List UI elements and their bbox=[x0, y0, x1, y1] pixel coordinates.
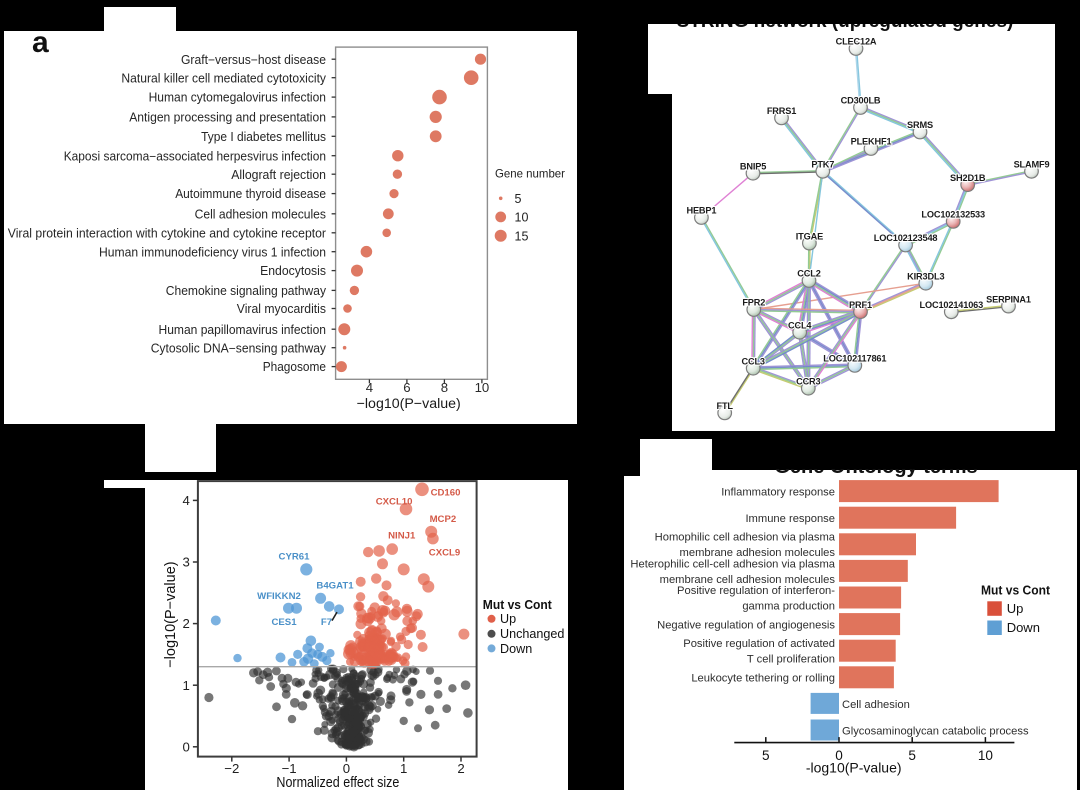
svg-text:HEBP1: HEBP1 bbox=[686, 206, 716, 216]
svg-text:CCL3: CCL3 bbox=[741, 356, 764, 366]
svg-text:2: 2 bbox=[183, 616, 190, 631]
svg-text:Heterophilic cell-cell adhesio: Heterophilic cell-cell adhesion via plas… bbox=[630, 558, 835, 570]
svg-text:4: 4 bbox=[366, 380, 373, 395]
svg-text:Positive regulation of activat: Positive regulation of activated bbox=[683, 638, 835, 650]
svg-text:10: 10 bbox=[475, 380, 490, 395]
svg-text:6: 6 bbox=[403, 380, 410, 395]
svg-text:Viral myocarditis: Viral myocarditis bbox=[237, 302, 326, 316]
svg-text:LOC102123548: LOC102123548 bbox=[874, 233, 938, 243]
svg-text:CCR3: CCR3 bbox=[796, 376, 820, 386]
svg-text:Cell adhesion molecules: Cell adhesion molecules bbox=[195, 207, 326, 221]
svg-text:Human cytomegalovirus infectio: Human cytomegalovirus infection bbox=[149, 91, 326, 105]
svg-text:FPR2: FPR2 bbox=[742, 298, 765, 308]
svg-text:LOC102117861: LOC102117861 bbox=[823, 354, 886, 364]
svg-text:FTL: FTL bbox=[717, 401, 734, 411]
svg-text:Endocytosis: Endocytosis bbox=[260, 264, 326, 278]
svg-text:MCP2: MCP2 bbox=[430, 514, 457, 525]
svg-text:−2: −2 bbox=[224, 761, 239, 776]
svg-text:Leukocyte tethering or rolling: Leukocyte tethering or rolling bbox=[691, 673, 835, 685]
svg-text:Graft−versus−host disease: Graft−versus−host disease bbox=[181, 53, 326, 67]
svg-text:0: 0 bbox=[183, 739, 190, 754]
svg-text:Inflammatory response: Inflammatory response bbox=[721, 487, 835, 499]
svg-text:−1: −1 bbox=[282, 761, 297, 776]
svg-text:T cell proliferation: T cell proliferation bbox=[747, 654, 835, 666]
svg-text:FRRS1: FRRS1 bbox=[767, 106, 796, 116]
svg-text:CCL4: CCL4 bbox=[788, 320, 812, 330]
svg-text:BNIP5: BNIP5 bbox=[740, 161, 766, 171]
svg-text:membrane cell adhesion molecul: membrane cell adhesion molecules bbox=[660, 574, 836, 586]
svg-text:LOC102141063: LOC102141063 bbox=[920, 300, 984, 310]
svg-text:SLAMF9: SLAMF9 bbox=[1014, 160, 1050, 170]
svg-text:10: 10 bbox=[978, 748, 994, 763]
svg-text:PLEKHF1: PLEKHF1 bbox=[851, 137, 892, 147]
svg-text:Allograft rejection: Allograft rejection bbox=[231, 168, 326, 182]
svg-text:Viral protein interaction with: Viral protein interaction with cytokine … bbox=[8, 226, 326, 240]
svg-text:Antigen processing and present: Antigen processing and presentation bbox=[129, 111, 326, 125]
svg-text:Gene number: Gene number bbox=[495, 167, 565, 181]
svg-text:SERPINA1: SERPINA1 bbox=[986, 294, 1031, 304]
svg-text:−log10(P−value): −log10(P−value) bbox=[163, 561, 179, 667]
svg-text:Human immunodeficiency virus 1: Human immunodeficiency virus 1 infection bbox=[99, 245, 326, 259]
svg-text:Chemokine signaling pathway: Chemokine signaling pathway bbox=[166, 284, 327, 298]
svg-text:Natural killer cell mediated c: Natural killer cell mediated cytotoxicit… bbox=[121, 71, 326, 85]
svg-text:−log10(P−value): −log10(P−value) bbox=[357, 396, 461, 412]
svg-text:CES1: CES1 bbox=[271, 617, 297, 628]
svg-text:Homophilic cell adhesion via p: Homophilic cell adhesion via plasma bbox=[655, 532, 836, 544]
svg-text:Phagosome: Phagosome bbox=[263, 360, 326, 374]
svg-text:Up: Up bbox=[500, 612, 516, 626]
svg-text:Down: Down bbox=[500, 642, 532, 656]
svg-text:CYR61: CYR61 bbox=[279, 551, 311, 562]
svg-text:Positive regulation of interfe: Positive regulation of interferon- bbox=[677, 585, 835, 597]
svg-text:CD300LB: CD300LB bbox=[841, 96, 881, 106]
svg-text:Human papillomavirus infection: Human papillomavirus infection bbox=[159, 323, 327, 337]
svg-text:membrane adhesion molecules: membrane adhesion molecules bbox=[680, 547, 836, 559]
svg-text:4: 4 bbox=[183, 493, 190, 508]
svg-text:WFIKKN2: WFIKKN2 bbox=[257, 591, 301, 602]
svg-text:Unchanged: Unchanged bbox=[500, 627, 564, 641]
svg-text:Kaposi sarcoma−associated herp: Kaposi sarcoma−associated herpesvirus in… bbox=[64, 149, 326, 163]
svg-text:gamma production: gamma production bbox=[742, 600, 835, 612]
svg-text:CD160: CD160 bbox=[431, 488, 461, 499]
svg-text:10: 10 bbox=[515, 211, 529, 225]
svg-text:PRF1: PRF1 bbox=[849, 300, 872, 310]
svg-text:CLEC12A: CLEC12A bbox=[836, 37, 877, 47]
svg-text:Glycosaminoglycan catabolic pr: Glycosaminoglycan catabolic process bbox=[842, 725, 1029, 737]
svg-text:Cell adhesion: Cell adhesion bbox=[842, 699, 910, 711]
svg-text:KIR3DL3: KIR3DL3 bbox=[907, 271, 944, 281]
svg-text:F7: F7 bbox=[321, 617, 332, 628]
svg-text:Cytosolic DNA−sensing pathway: Cytosolic DNA−sensing pathway bbox=[151, 341, 327, 355]
svg-text:CXCL9: CXCL9 bbox=[429, 547, 460, 558]
svg-text:15: 15 bbox=[515, 229, 529, 243]
svg-text:Autoimmune thyroid disease: Autoimmune thyroid disease bbox=[175, 187, 326, 201]
svg-text:Immune response: Immune response bbox=[745, 513, 835, 525]
svg-text:SH2D1B: SH2D1B bbox=[950, 173, 986, 183]
svg-text:-log10(P-value): -log10(P-value) bbox=[806, 760, 902, 776]
svg-text:5: 5 bbox=[515, 192, 522, 206]
svg-text:5: 5 bbox=[762, 748, 770, 763]
svg-text:CCL2: CCL2 bbox=[797, 269, 820, 279]
svg-text:SRMS: SRMS bbox=[907, 120, 933, 130]
svg-text:Type I diabetes mellitus: Type I diabetes mellitus bbox=[201, 130, 326, 144]
svg-text:NINJ1: NINJ1 bbox=[388, 530, 416, 541]
svg-text:Up: Up bbox=[1007, 601, 1024, 616]
svg-text:Down: Down bbox=[1007, 620, 1040, 635]
svg-text:CXCL10: CXCL10 bbox=[376, 497, 413, 508]
svg-text:Normalized effect size: Normalized effect size bbox=[276, 775, 399, 790]
svg-text:Negative regulation of angioge: Negative regulation of angiogenesis bbox=[657, 620, 835, 632]
svg-text:0: 0 bbox=[343, 761, 350, 776]
svg-text:LOC102132533: LOC102132533 bbox=[921, 210, 985, 220]
svg-text:0: 0 bbox=[835, 748, 843, 763]
svg-text:5: 5 bbox=[908, 748, 916, 763]
svg-text:1: 1 bbox=[183, 678, 190, 693]
svg-text:2: 2 bbox=[457, 761, 464, 776]
svg-text:PTK7: PTK7 bbox=[811, 160, 834, 170]
svg-text:8: 8 bbox=[441, 380, 448, 395]
svg-text:B4GAT1: B4GAT1 bbox=[316, 581, 354, 592]
svg-text:3: 3 bbox=[183, 555, 190, 570]
svg-text:ITGAE: ITGAE bbox=[796, 231, 823, 241]
svg-text:Mut vs Cont: Mut vs Cont bbox=[981, 583, 1051, 598]
svg-text:1: 1 bbox=[400, 761, 407, 776]
svg-text:Mut vs Cont: Mut vs Cont bbox=[483, 597, 553, 612]
